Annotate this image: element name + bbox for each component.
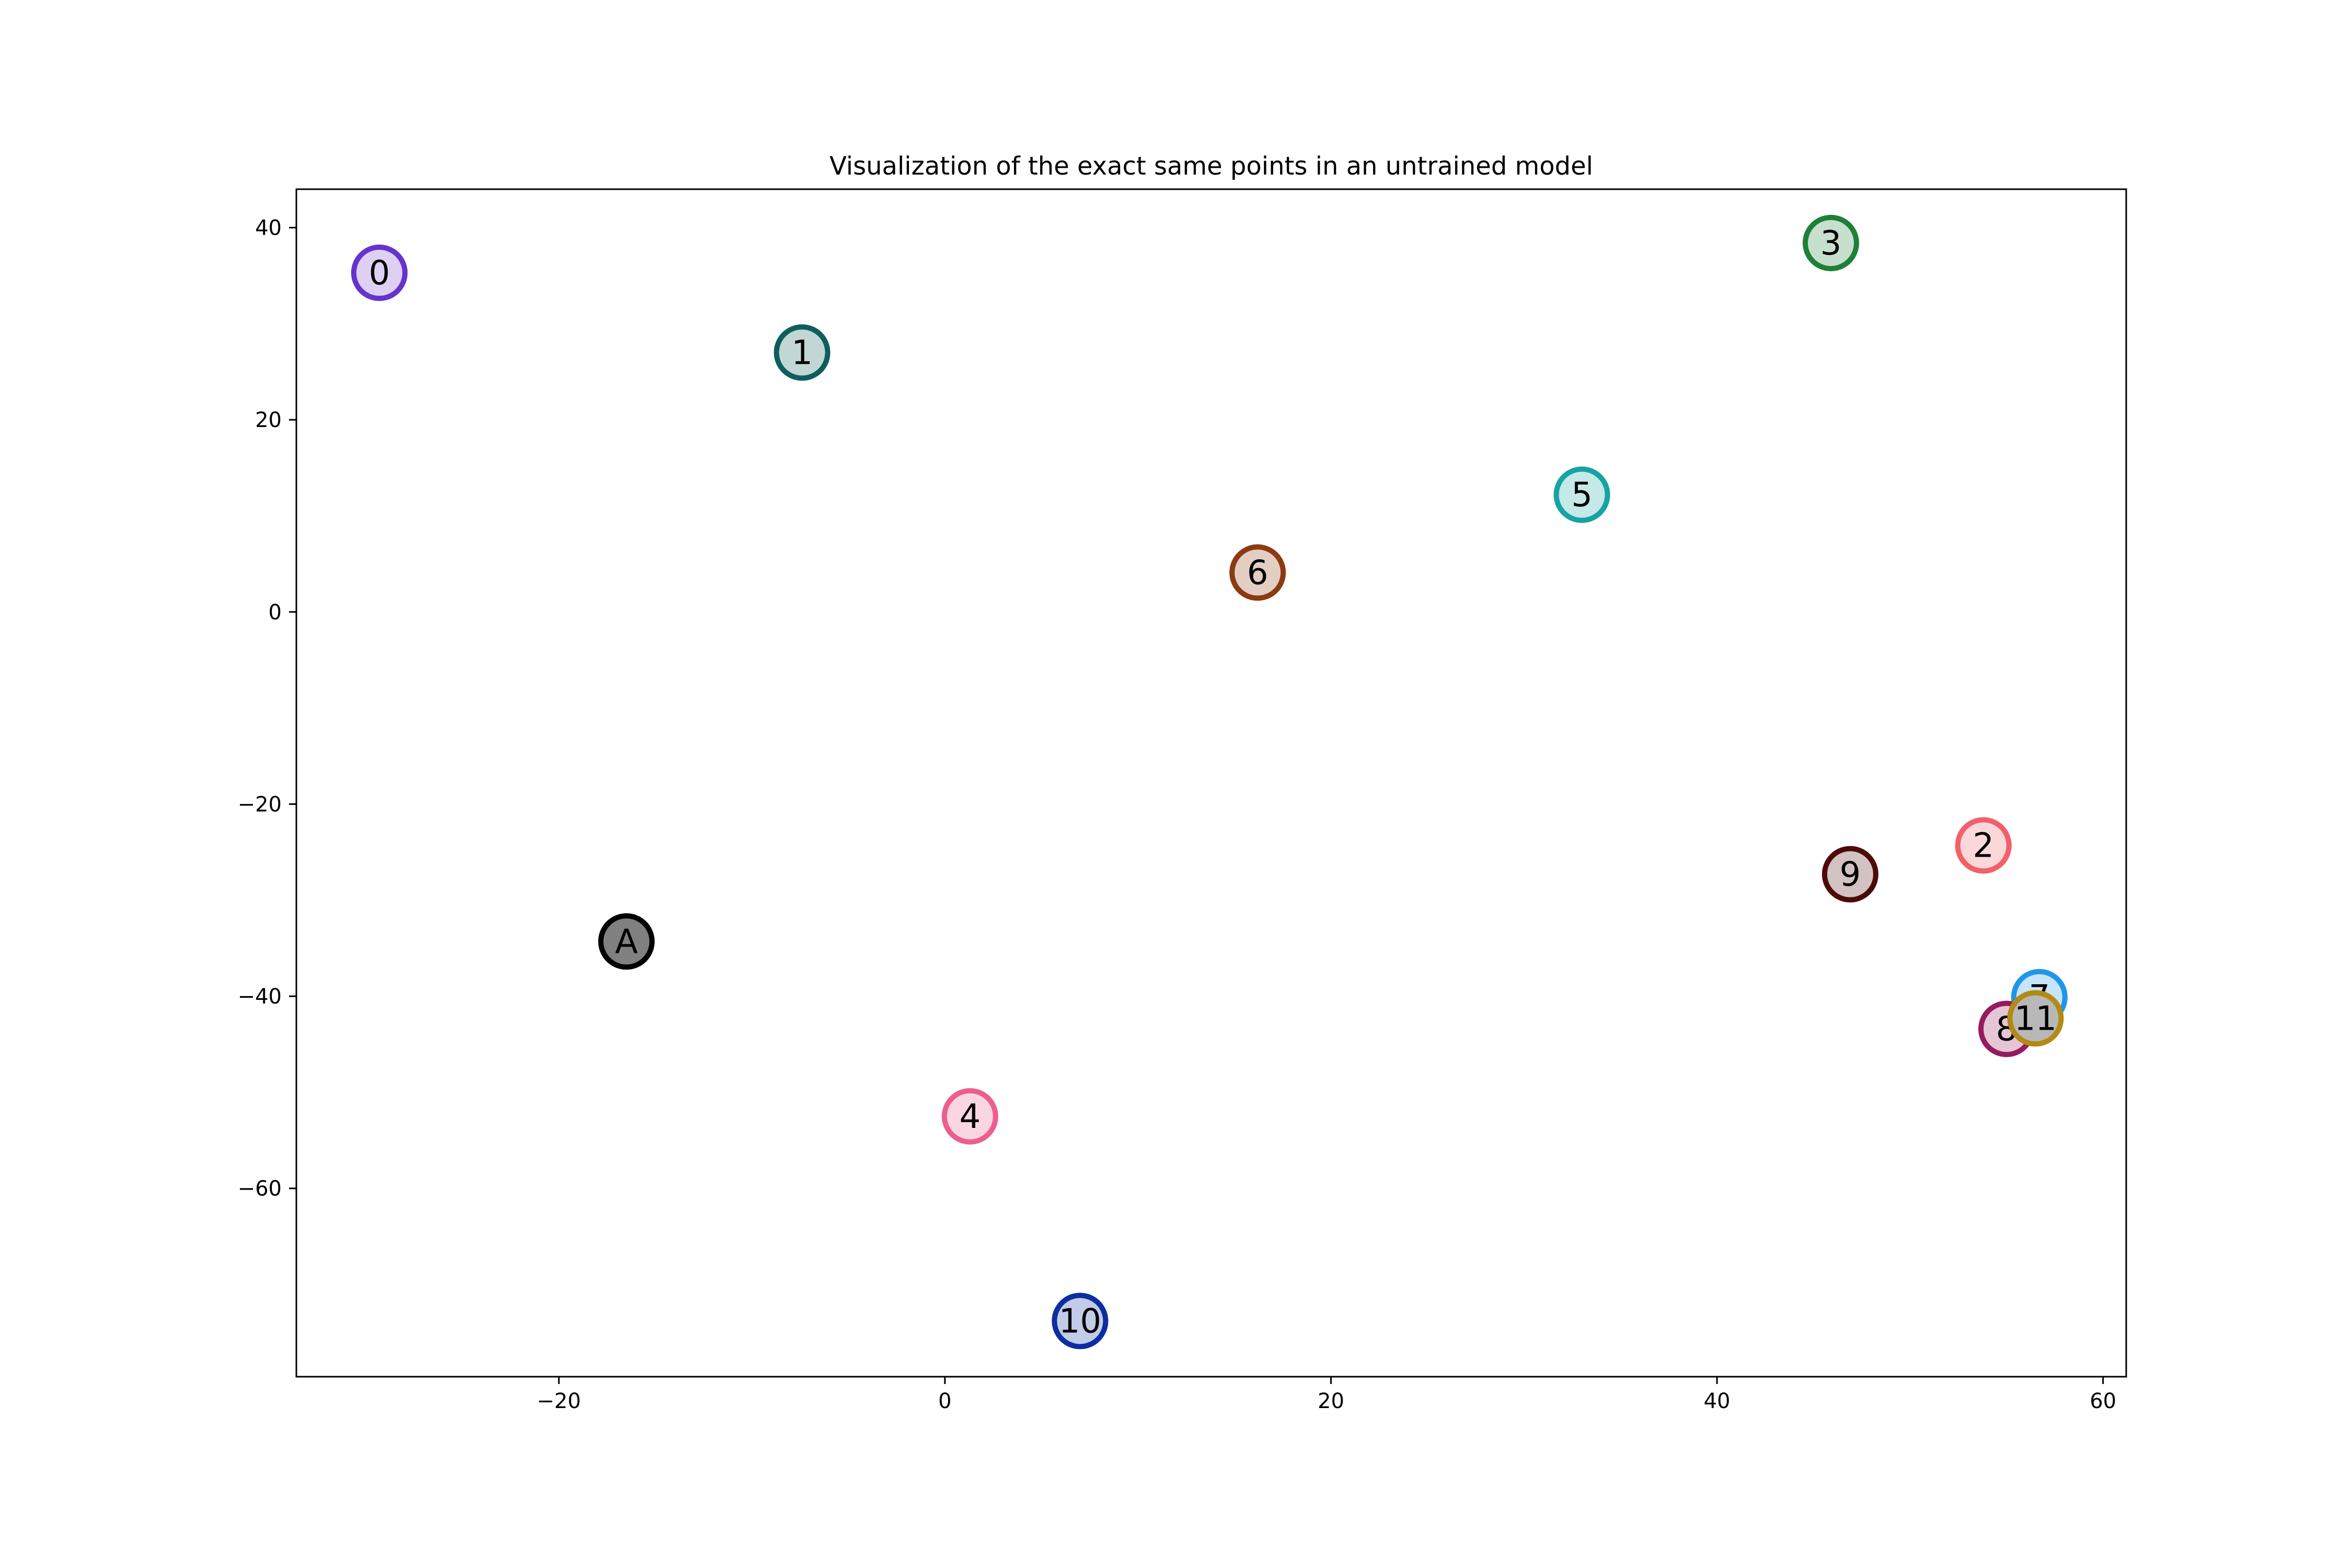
- point-marker: [598, 913, 655, 970]
- y-tick-label: −60: [238, 1177, 282, 1201]
- point-label: 4: [960, 1098, 981, 1136]
- point-marker: [1821, 846, 1878, 903]
- point-marker: [774, 324, 831, 381]
- y-tick-label: 40: [255, 216, 282, 240]
- point-marker: [1802, 214, 1859, 271]
- x-tick-label: 40: [1704, 1389, 1731, 1413]
- point-label: 2: [1973, 826, 1994, 865]
- chart-title: Visualization of the exact same points i…: [829, 152, 1593, 181]
- y-tick-label: 0: [269, 601, 282, 625]
- y-tick-label: −40: [238, 985, 282, 1009]
- point-marker: [1955, 817, 2012, 874]
- data-point-6: 6: [1229, 544, 1286, 601]
- point-marker: [351, 244, 408, 301]
- point-marker: [941, 1088, 998, 1145]
- y-tick-label: 20: [255, 408, 282, 432]
- data-point-3: 3: [1802, 214, 1859, 271]
- point-label: 9: [1840, 856, 1861, 894]
- point-label: 1: [791, 333, 813, 372]
- data-point-0: 0: [351, 244, 408, 301]
- data-point-A: A: [598, 913, 655, 970]
- point-label: 10: [1059, 1302, 1101, 1341]
- point-label: 0: [368, 254, 390, 293]
- point-marker: [1229, 544, 1286, 601]
- data-point-1: 1: [774, 324, 831, 381]
- point-label: A: [615, 923, 638, 961]
- point-label: 11: [2014, 999, 2057, 1038]
- data-point-2: 2: [1955, 817, 2012, 874]
- point-marker: [1553, 466, 1610, 523]
- data-point-11: 11: [2007, 990, 2064, 1047]
- x-tick-label: 0: [938, 1389, 951, 1413]
- plot-frame: [295, 188, 2127, 1378]
- point-marker: [1052, 1293, 1109, 1350]
- point-label: 5: [1571, 476, 1593, 515]
- y-tick-label: −20: [238, 792, 282, 816]
- data-points: 01234567891011A: [351, 214, 2068, 1350]
- data-point-10: 10: [1052, 1293, 1109, 1350]
- data-point-9: 9: [1821, 846, 1878, 903]
- plot-area: [296, 189, 2126, 1377]
- point-label: 3: [1820, 224, 1842, 263]
- data-point-5: 5: [1553, 466, 1610, 523]
- point-label: 6: [1247, 554, 1269, 592]
- x-tick-label: −20: [537, 1389, 581, 1413]
- x-tick-label: 20: [1318, 1389, 1344, 1413]
- point-marker: [2007, 990, 2064, 1047]
- data-point-4: 4: [941, 1088, 998, 1145]
- x-tick-label: 60: [2090, 1389, 2116, 1413]
